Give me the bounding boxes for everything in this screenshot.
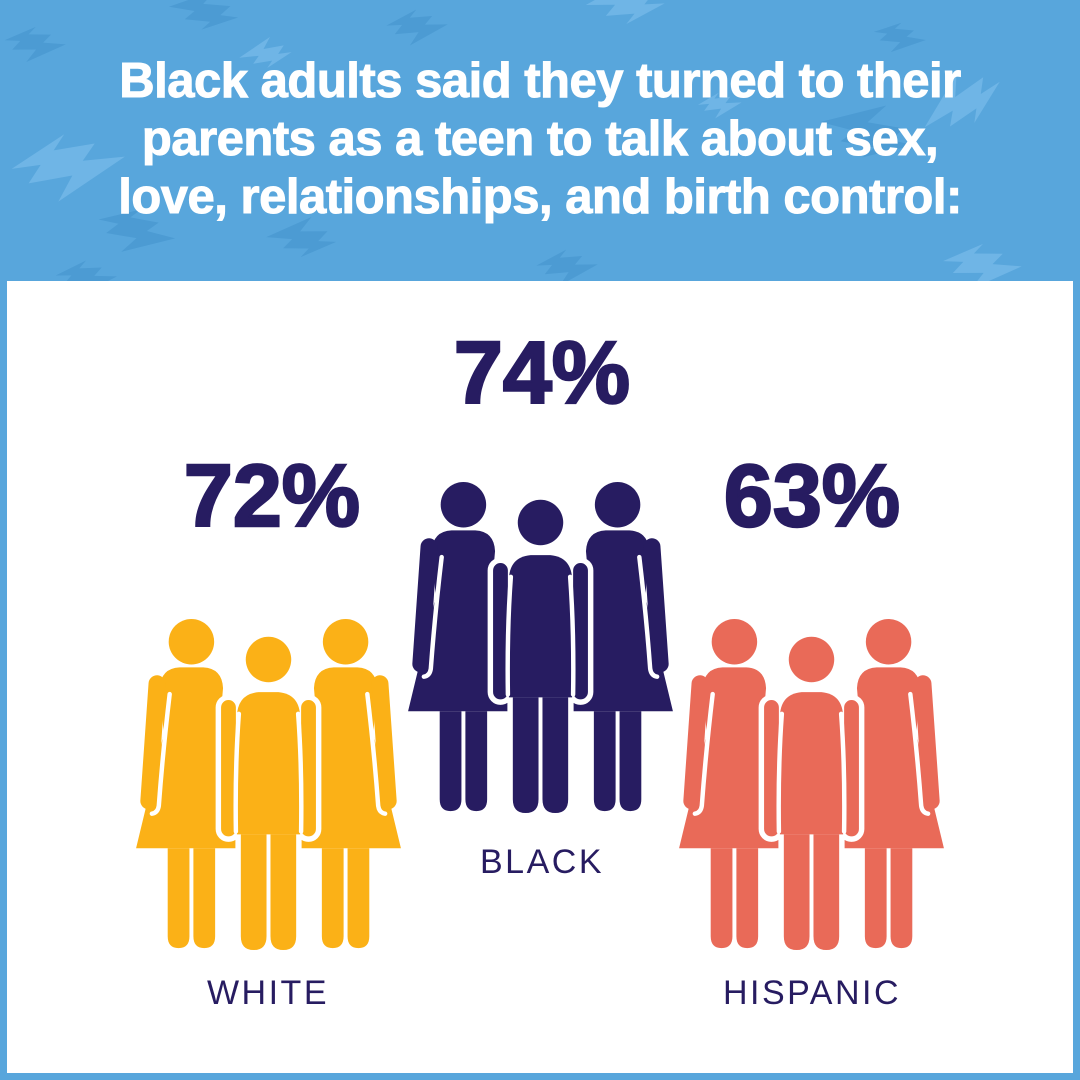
category-label-black: BLACK [480,843,604,881]
percent-value-white: 72% [183,446,362,545]
person-icon-male-center [493,500,588,813]
people-group-icon-black [402,482,679,818]
person-icon-male-center [221,637,316,950]
people-group-icon-white [130,619,407,955]
title-line-2: parents as a teen to talk about sex, [141,112,939,167]
people-group-icon-hispanic [673,619,950,955]
person-icon-male-center [764,637,859,950]
header-band: Black adults said they turned to their p… [0,0,1080,281]
page-title: Black adults said they turned to their p… [0,52,1080,226]
title-line-1: Black adults said they turned to their [119,54,962,109]
percent-value-black: 74% [453,323,632,422]
category-label-hispanic: HISPANIC [722,974,902,1012]
percent-value-hispanic: 63% [723,446,902,545]
title-line-3: love, relationships, and birth control: [118,170,963,225]
category-label-white: WHITE [206,974,330,1012]
